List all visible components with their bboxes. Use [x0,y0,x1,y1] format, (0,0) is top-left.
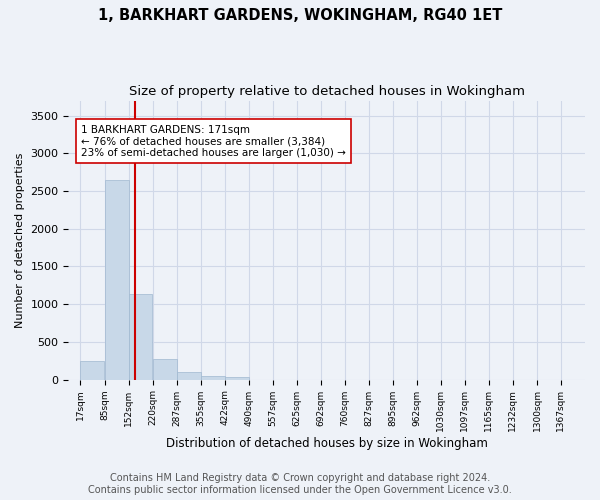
Bar [128,294,152,380]
Text: Contains HM Land Registry data © Crown copyright and database right 2024.
Contai: Contains HM Land Registry data © Crown c… [88,474,512,495]
Bar [201,376,225,380]
Title: Size of property relative to detached houses in Wokingham: Size of property relative to detached ho… [129,85,525,98]
Text: 1, BARKHART GARDENS, WOKINGHAM, RG40 1ET: 1, BARKHART GARDENS, WOKINGHAM, RG40 1ET [98,8,502,22]
Bar [80,360,104,380]
Y-axis label: Number of detached properties: Number of detached properties [15,152,25,328]
Bar [104,180,128,380]
Bar [224,378,248,380]
Bar [176,372,200,380]
Bar [153,359,176,380]
Text: 1 BARKHART GARDENS: 171sqm
← 76% of detached houses are smaller (3,384)
23% of s: 1 BARKHART GARDENS: 171sqm ← 76% of deta… [81,124,346,158]
X-axis label: Distribution of detached houses by size in Wokingham: Distribution of detached houses by size … [166,437,488,450]
